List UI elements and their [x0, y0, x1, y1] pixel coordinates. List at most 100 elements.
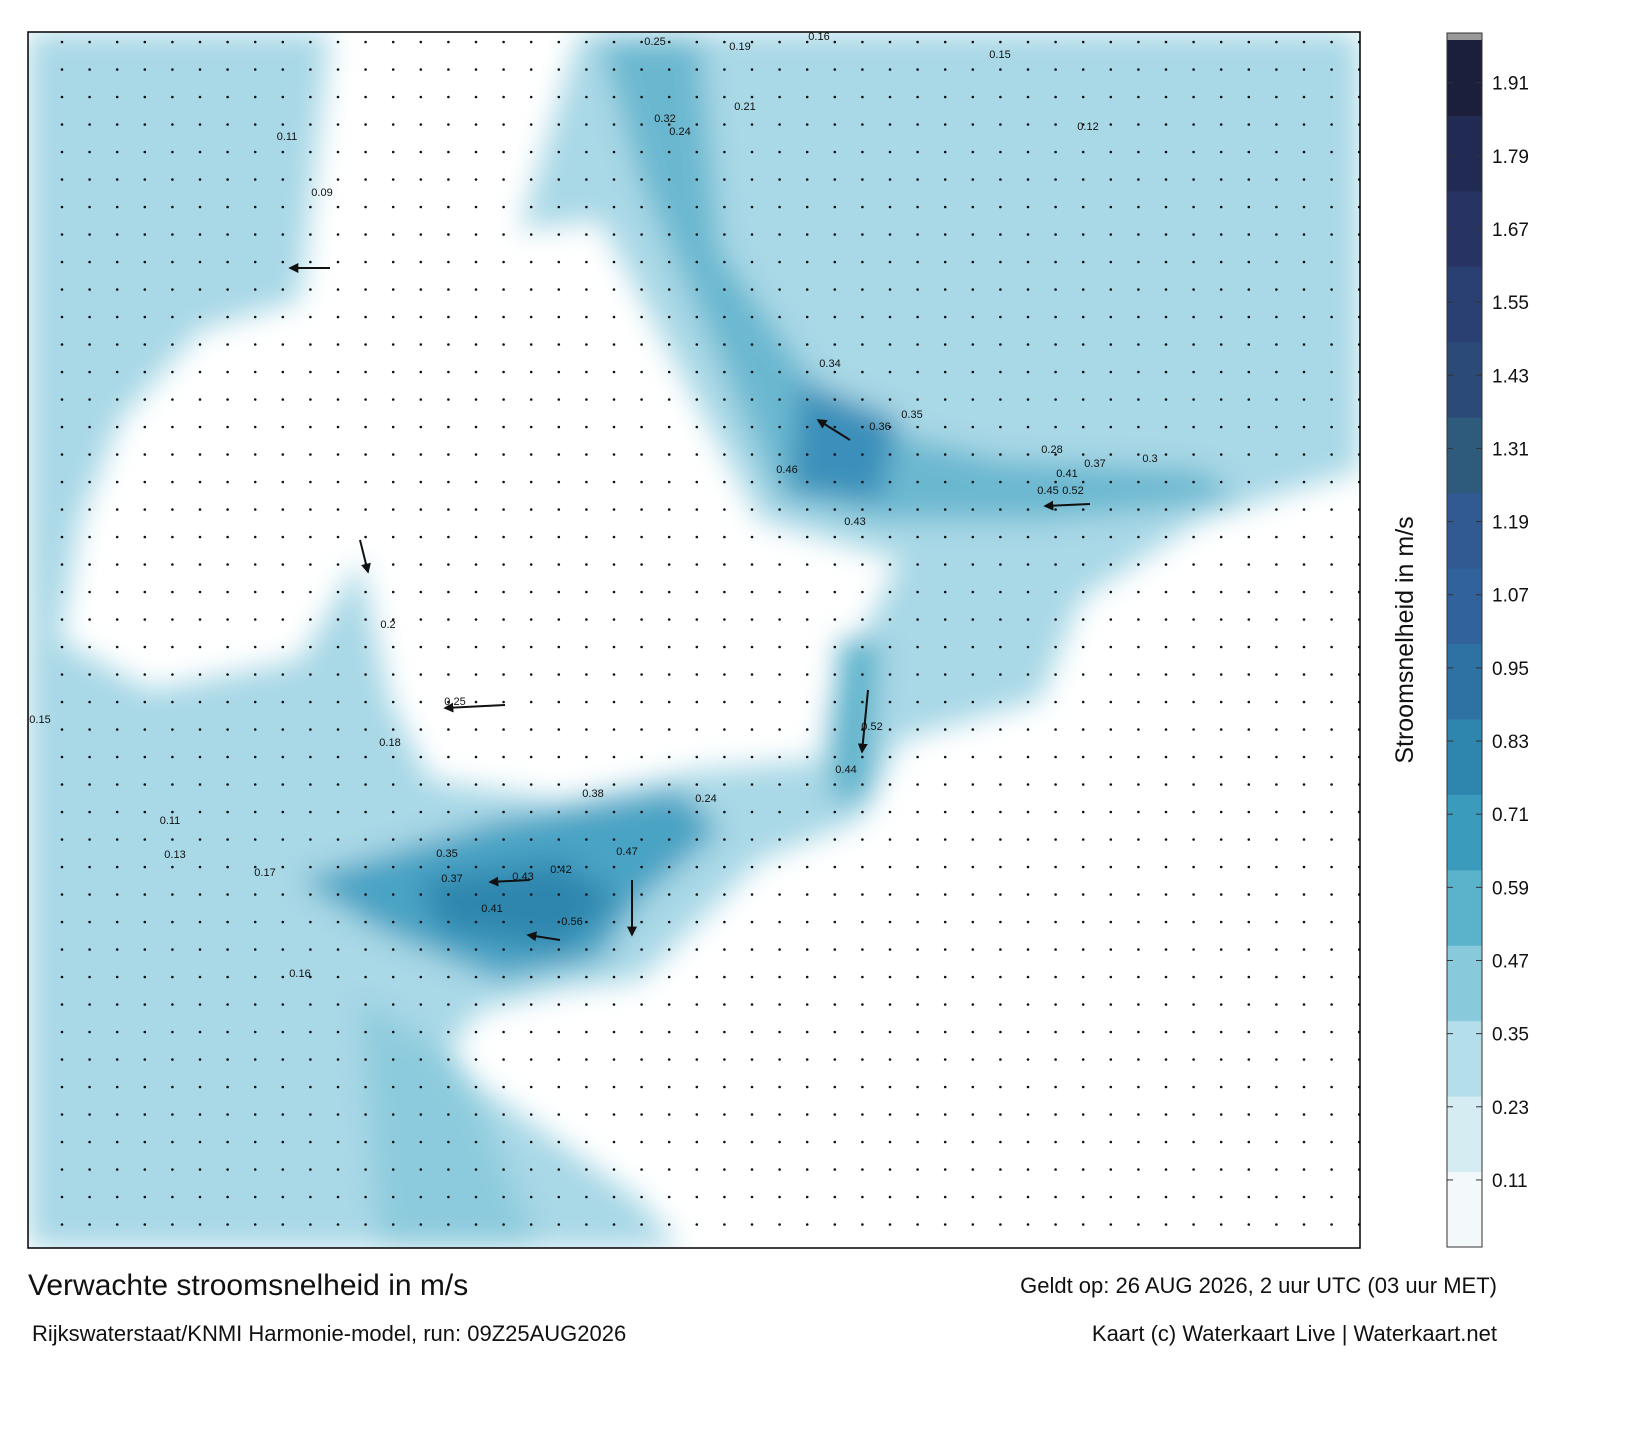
dot	[115, 1195, 119, 1199]
dot	[778, 508, 781, 511]
dot	[833, 590, 837, 594]
dot	[1137, 425, 1140, 429]
dot	[585, 260, 588, 264]
dot	[1054, 398, 1057, 401]
dot	[805, 1113, 809, 1116]
dot	[916, 315, 919, 319]
colorbar-band	[1447, 1096, 1482, 1173]
dot	[1026, 673, 1030, 676]
dot	[88, 1140, 91, 1144]
dot	[1137, 288, 1140, 291]
dot	[612, 1113, 616, 1116]
dot	[474, 838, 478, 841]
dot	[612, 260, 616, 264]
dot	[60, 40, 64, 44]
dot	[253, 398, 257, 401]
dot	[529, 508, 533, 511]
dot	[364, 673, 367, 676]
dot	[999, 370, 1002, 374]
dot	[1219, 288, 1223, 291]
dot	[1302, 178, 1306, 181]
dot	[171, 673, 174, 676]
dot	[88, 783, 91, 786]
dot	[1275, 590, 1278, 594]
dot	[143, 1003, 147, 1006]
dot	[447, 893, 450, 896]
dot	[419, 893, 423, 896]
dot	[60, 205, 64, 209]
dot	[833, 618, 837, 621]
dot	[447, 1058, 450, 1061]
dot	[1026, 95, 1030, 99]
dot	[1164, 728, 1168, 731]
colorbar-tick-label: 0.59	[1492, 878, 1529, 899]
dot	[640, 1113, 643, 1116]
dot	[171, 563, 174, 566]
dot	[143, 673, 147, 676]
dot	[1137, 260, 1140, 264]
current-label: 0.25	[644, 36, 665, 48]
dot	[943, 343, 947, 346]
dot	[778, 865, 781, 869]
dot	[999, 508, 1002, 511]
dot	[888, 810, 892, 814]
dot	[667, 1168, 671, 1171]
dot	[309, 68, 312, 71]
colorbar-band	[1447, 1020, 1482, 1097]
colorbar-tick-label: 1.91	[1492, 74, 1529, 95]
dot	[557, 1030, 561, 1034]
dot	[364, 40, 367, 44]
dot	[778, 975, 781, 979]
dot	[364, 398, 367, 401]
dot	[557, 700, 561, 704]
dot	[778, 1195, 781, 1199]
dot	[1330, 563, 1333, 566]
dot	[557, 645, 561, 649]
dot	[447, 1223, 450, 1226]
dot	[474, 233, 478, 236]
dot	[419, 1030, 423, 1034]
dot	[640, 123, 643, 126]
dot	[1109, 1085, 1113, 1089]
dot	[1026, 233, 1030, 236]
dot	[971, 893, 975, 896]
dot	[529, 893, 533, 896]
dot	[1302, 1030, 1306, 1034]
dot	[1275, 810, 1278, 814]
dot	[1275, 755, 1278, 759]
dot	[1137, 150, 1140, 154]
dot	[585, 1168, 588, 1171]
dot	[1247, 315, 1251, 319]
dot	[695, 1168, 699, 1171]
dot	[916, 508, 919, 511]
dot	[1054, 315, 1057, 319]
dot	[253, 1113, 257, 1116]
dot	[198, 975, 202, 979]
dot	[336, 1195, 340, 1199]
dot	[1137, 700, 1140, 704]
dot	[419, 1195, 423, 1199]
dot	[640, 205, 643, 209]
dot	[612, 728, 616, 731]
dot	[364, 233, 367, 236]
dot	[447, 865, 450, 869]
dot	[1219, 233, 1223, 236]
dot	[1247, 398, 1251, 401]
dot	[1026, 178, 1030, 181]
colorbar: 0.110.230.350.470.590.710.830.951.071.19…	[1447, 33, 1529, 1248]
dot	[1302, 920, 1306, 924]
dot	[474, 1058, 478, 1061]
dot	[888, 343, 892, 346]
dot	[1026, 1223, 1030, 1226]
dot	[750, 645, 754, 649]
dot	[723, 233, 726, 236]
dot	[1330, 645, 1333, 649]
dot	[1026, 1003, 1030, 1006]
dot	[585, 288, 588, 291]
dot	[115, 920, 119, 924]
dot	[778, 700, 781, 704]
dot	[1164, 563, 1168, 566]
dot	[88, 1113, 91, 1116]
dot	[971, 1003, 975, 1006]
dot	[419, 618, 423, 621]
